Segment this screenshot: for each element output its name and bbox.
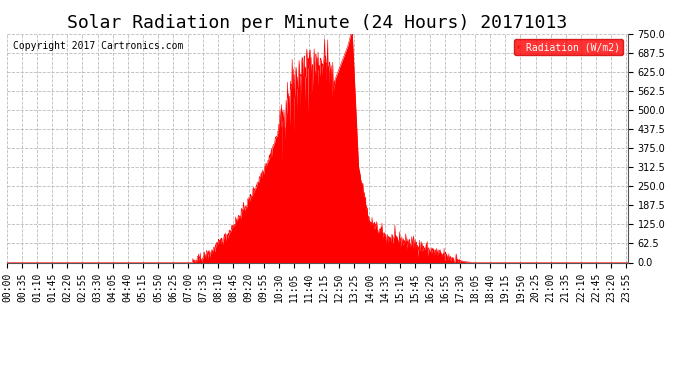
Title: Solar Radiation per Minute (24 Hours) 20171013: Solar Radiation per Minute (24 Hours) 20…: [67, 14, 567, 32]
Legend: Radiation (W/m2): Radiation (W/m2): [515, 39, 623, 56]
Text: Copyright 2017 Cartronics.com: Copyright 2017 Cartronics.com: [13, 40, 184, 51]
